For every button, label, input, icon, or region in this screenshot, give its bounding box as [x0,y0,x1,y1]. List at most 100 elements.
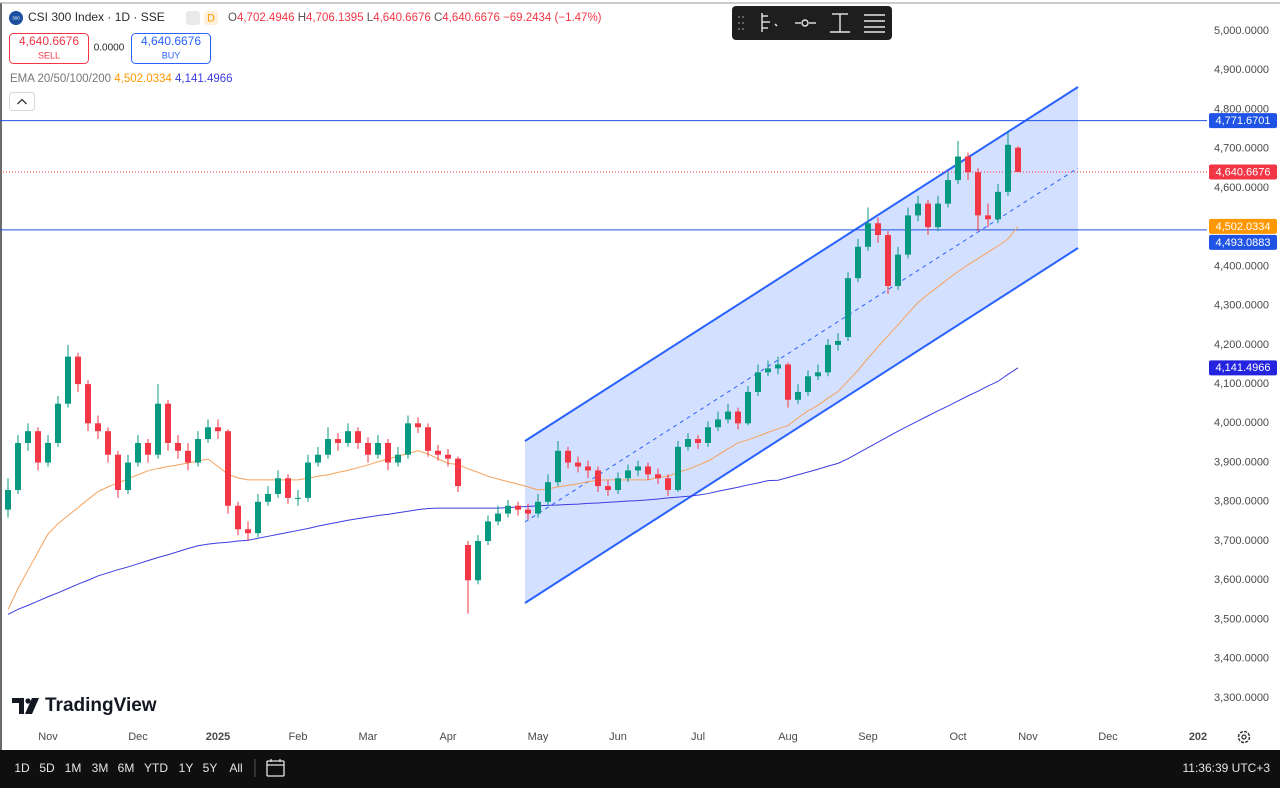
candle-body [915,203,921,216]
candles-layer [5,131,1021,614]
x-tick-label: Mar [359,731,378,743]
candle-body [155,403,161,455]
drag-handle[interactable] [738,16,744,30]
y-tick-label: 3,600.0000 [1214,574,1269,586]
candle-body [605,486,611,491]
candle-body [595,470,601,487]
candle-body [315,454,321,463]
candle-body [165,403,171,443]
ohlc-key: O [228,12,237,24]
candle-body [845,278,851,338]
brand-mark [25,698,39,714]
candle-body [975,172,981,216]
candle-body [35,431,41,463]
settings-button[interactable] [1237,730,1251,744]
x-tick-label: 202 [1189,731,1207,743]
collapse-icon [17,98,27,105]
sell-box[interactable] [9,33,89,64]
price-tag: 4,493.0883 [1209,234,1277,250]
price-tags: 4,771.6701 4,640.6676 4,502.0334 4,493.0883… [1209,113,1277,376]
y-tick-label: 3,300.0000 [1214,692,1269,704]
candle-body [195,439,201,463]
candle-body [305,462,311,498]
x-tick-label: Sep [858,731,878,743]
buy-label: BUY [162,50,181,60]
price-tag-box [1209,113,1277,129]
candle-body [145,442,151,455]
candle-body [545,482,551,502]
tool-horizontal-line[interactable] [795,19,816,27]
buy-price: 4,640.6676 [141,34,201,48]
range-button[interactable]: 1D [14,761,30,775]
buy-box[interactable] [131,33,211,64]
range-button[interactable]: 3M [92,761,109,775]
range-button[interactable]: 5D [39,761,55,775]
candle-body [95,423,101,432]
candle-body [755,372,761,392]
range-button[interactable]: 1Y [179,761,194,775]
eye-badge[interactable] [186,11,200,25]
ema-legend-label: EMA 20/50/100/200 [10,73,111,85]
candle-body [665,478,671,491]
badge-box[interactable] [204,11,218,25]
candle-body [825,344,831,373]
price-tag-label: 4,493.0883 [1215,237,1270,249]
buy-button[interactable]: 4,640.6676 BUY [131,33,211,64]
ohlc-key: L [367,12,374,24]
y-tick-label: 4,700.0000 [1214,143,1269,155]
symbol-title[interactable]: CSI 300 Index · 1D · SSE [28,10,165,24]
price-tag-box [1209,234,1277,250]
candle-body [205,427,211,440]
y-tick-label: 3,900.0000 [1214,456,1269,468]
candle-body [495,513,501,522]
candle-body [455,458,461,487]
candle-body [515,505,521,510]
candle-body [125,462,131,491]
tool-menu[interactable] [864,14,885,33]
y-tick-label: 3,500.0000 [1214,613,1269,625]
spread: 0.0000 [94,43,125,54]
collapse-button[interactable] [9,92,35,111]
date-range-button[interactable] [266,759,285,777]
range-button[interactable]: All [229,761,242,775]
ohlc-line: O4,702.4946 H4,706.1395 L4,640.6676 C4,6… [228,12,602,24]
range-buttons: 1D 5D 1M 3M 6M YTD 1Y 5Y All [14,761,242,775]
candle-body [935,203,941,228]
candle-body [805,376,811,392]
channel-middle [524,167,1079,523]
x-tick-label: Oct [949,731,966,743]
candle-body [45,442,51,463]
candle-body [675,446,681,491]
brand-dot [25,698,31,704]
candle-body [55,403,61,443]
tool-channel[interactable] [761,13,778,32]
x-tick-label: Feb [289,731,308,743]
bottom-toolbar [0,750,1280,788]
candle-body [635,466,641,471]
candle-body [525,509,531,514]
candle-body [765,368,771,373]
range-button[interactable]: YTD [144,761,168,775]
range-button[interactable]: 6M [118,761,135,775]
candle-body [745,391,751,424]
y-tick-label: 3,400.0000 [1214,653,1269,665]
range-button[interactable]: 5Y [203,761,218,775]
candle-body [485,521,491,542]
price-tag-box [1209,164,1277,180]
candle-body [625,470,631,479]
x-tick-label: Apr [439,731,456,743]
brand-mark [12,698,24,714]
candle-body [325,439,331,455]
candle-body [785,364,791,400]
range-button[interactable]: 1M [65,761,82,775]
sell-price: 4,640.6676 [19,34,79,48]
y-tick-label: 5,000.0000 [1214,25,1269,37]
candle-body [505,505,511,514]
sell-button[interactable]: 4,640.6676 SELL [9,33,89,64]
ohlc-value: 4,640.6676 [442,12,500,24]
ohlc-value: 4,640.6676 [373,12,431,24]
clock: 11:36:39 UTC+3 [1183,761,1271,775]
y-tick-label: 3,700.0000 [1214,535,1269,547]
tool-text[interactable] [830,13,850,33]
